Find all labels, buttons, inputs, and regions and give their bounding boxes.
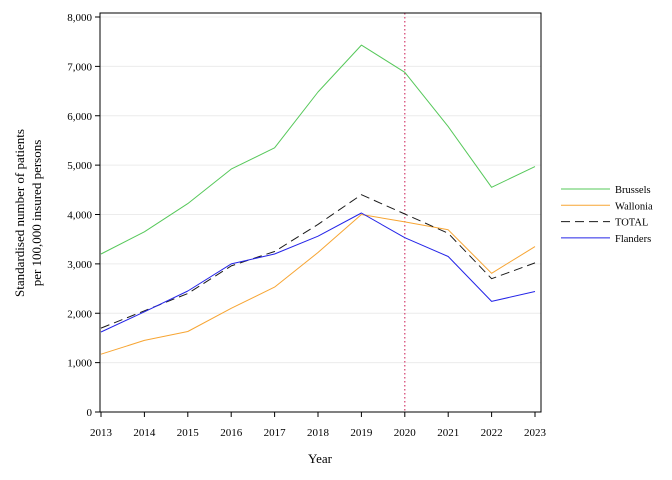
series-line-wallonia [100, 214, 536, 355]
series-line-flanders [100, 212, 536, 333]
x-tick-label-8: 2021 [437, 427, 459, 439]
y-axis-title-line-1: Standardised number of patients [12, 129, 27, 297]
plot-frame [99, 12, 542, 413]
y-tick-label-1: 1,000 [67, 358, 92, 370]
legend-label-brussels: Brussels [615, 185, 651, 196]
series-line-total [100, 194, 536, 329]
x-tick-label-4: 2017 [264, 427, 287, 439]
x-tick-label-10: 2023 [524, 427, 547, 439]
y-tick-label-4: 4,000 [67, 210, 92, 222]
x-tick-label-3: 2016 [220, 427, 243, 439]
y-tick-label-3: 3,000 [67, 259, 92, 271]
x-tick-label-2: 2015 [177, 427, 200, 439]
y-tick-label-0: 0 [87, 407, 93, 419]
y-tick-label-6: 6,000 [67, 111, 92, 123]
y-axis-title: Standardised number of patients per 100,… [12, 129, 44, 297]
legend-label-flanders: Flanders [615, 234, 651, 245]
y-tick-label-5: 5,000 [67, 160, 92, 172]
x-axis-title: Year [308, 451, 333, 466]
y-axis-title-line-2: per 100,000 insured persons [29, 140, 44, 287]
legend-label-wallonia: Wallonia [615, 201, 653, 212]
y-tick-label-7: 7,000 [67, 61, 92, 73]
y-tick-label-2: 2,000 [67, 308, 92, 320]
x-tick-label-9: 2022 [481, 427, 503, 439]
x-tick-label-6: 2019 [350, 427, 373, 439]
legend: Brussels Wallonia TOTAL Flanders [561, 185, 653, 245]
series-line-brussels [100, 44, 536, 255]
series-lines [100, 44, 536, 355]
legend-label-total: TOTAL [615, 218, 648, 229]
y-axis: 0 1,000 2,000 3,000 4,000 5,000 6,000 7,000 8,00… [67, 12, 100, 419]
y-tick-label-8: 8,000 [67, 12, 92, 24]
x-tick-label-7: 2020 [394, 427, 417, 439]
x-tick-label-1: 2014 [133, 427, 156, 439]
x-tick-label-0: 2013 [90, 427, 113, 439]
gridlines [100, 16, 541, 364]
x-axis: 2013 2014 2015 2016 2017 2018 2019 2020 2021 2022… [90, 412, 547, 439]
x-tick-label-5: 2018 [307, 427, 330, 439]
